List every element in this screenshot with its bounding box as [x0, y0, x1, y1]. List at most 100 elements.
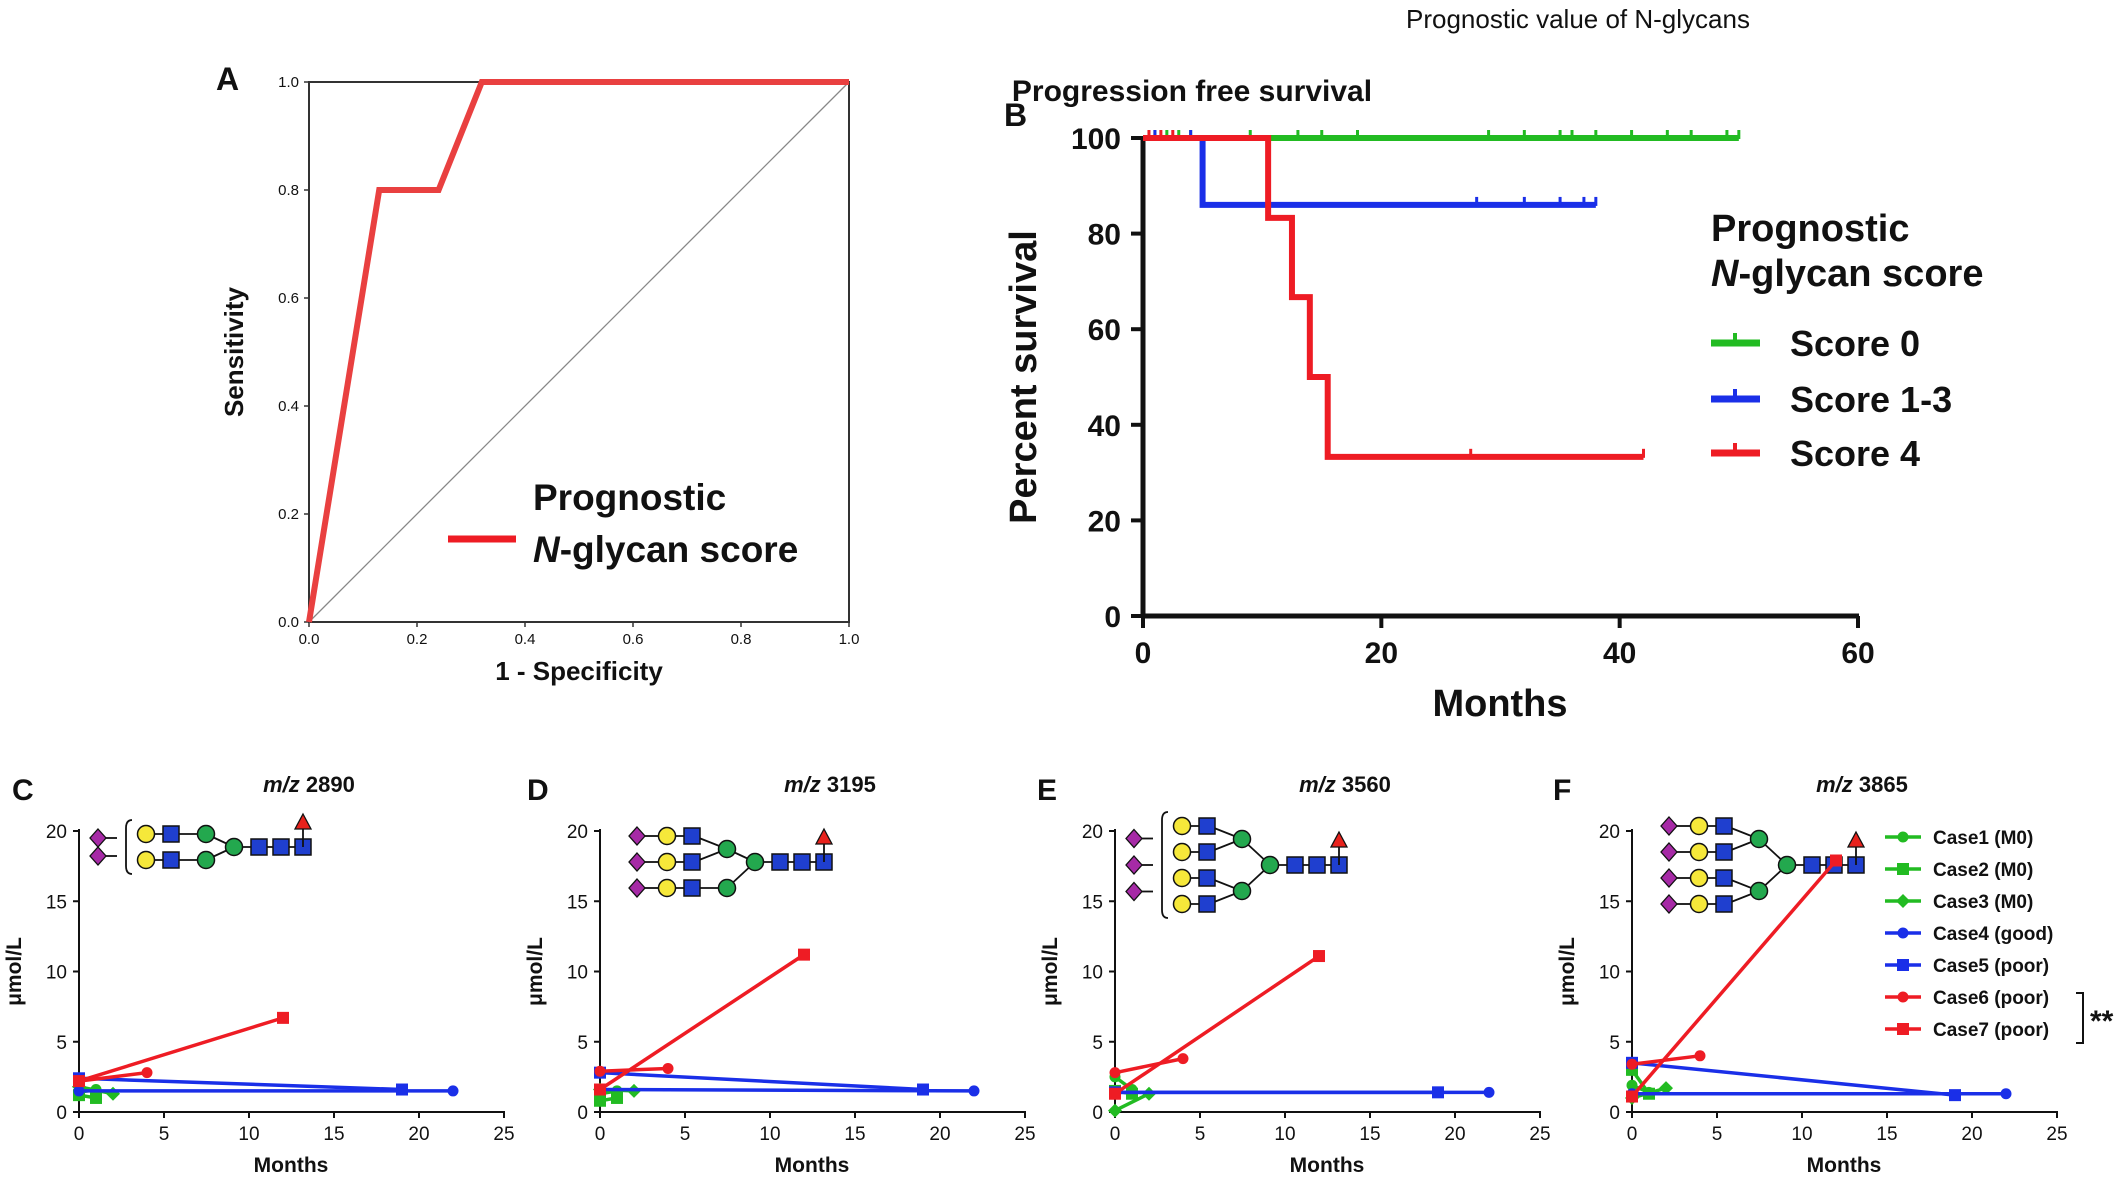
panel-x-tick-label: 10	[759, 1124, 780, 1145]
sialic-acid-diamond-icon	[1125, 828, 1143, 849]
survival-y-tick-label: 60	[1088, 314, 1121, 347]
case-line	[599, 953, 805, 1091]
survival-legend: Score 0 Score 1-3 Score 4	[1711, 323, 1952, 474]
galactose-circle-icon	[657, 878, 677, 898]
data-point-circle	[1109, 1067, 1121, 1079]
data-point-circle	[2000, 1088, 2012, 1100]
glcnac-square-icon	[683, 879, 701, 897]
glcnac-square-icon	[1286, 856, 1304, 874]
data-point-diamond	[1896, 894, 1910, 908]
panel-y-axis-label: μmol/L	[524, 937, 547, 1006]
survival-y-tick-label: 100	[1071, 123, 1121, 156]
panel-c-chart: m/z 2890 0 5 10 15 20 25 0 5 10 15 20 Months μmol/L	[3, 772, 515, 1177]
roc-y-axis-label: Sensitivity	[219, 286, 249, 417]
case-legend: Case1 (M0) Case2 (M0) Case3 (M0) Case4 (goo…	[1885, 828, 2114, 1044]
panel-y-tick-label: 15	[46, 892, 67, 913]
glycan-structure-icon	[1125, 811, 1349, 919]
fucose-triangle-icon	[814, 827, 834, 845]
glcnac-square-icon	[1198, 869, 1216, 887]
glcnac-square-icon	[162, 825, 180, 843]
significance-label: **	[2090, 1005, 2114, 1038]
galactose-circle-icon	[657, 826, 677, 846]
case-legend-label: Case7 (poor)	[1933, 1020, 2049, 1041]
sialic-acid-diamond-icon	[628, 826, 646, 846]
roc-x-tick-label: 0.4	[515, 631, 536, 648]
mannose-circle-icon	[717, 839, 737, 859]
mannose-circle-icon	[1232, 881, 1252, 901]
data-point-square	[798, 948, 810, 961]
mannose-circle-icon	[1260, 855, 1280, 875]
data-point-circle	[1177, 1053, 1189, 1065]
data-point-square	[594, 1094, 606, 1107]
glcnac-square-icon	[683, 853, 701, 871]
survival-chart-title: Progression free survival	[1012, 75, 1372, 108]
survival-legend-title-line1: Prognostic	[1711, 208, 1909, 250]
glcnac-square-icon	[1715, 843, 1733, 861]
glcnac-square-icon	[272, 838, 290, 856]
roc-curve	[306, 79, 849, 623]
sialic-acid-diamond-icon	[1660, 894, 1678, 914]
panel-e-chart: m/z 3560 0 5 10 15 20 25 0 5 10 15 20 Months μmol/L	[1039, 772, 1551, 1177]
roc-x-axis-label: 1 - Specificity	[495, 656, 663, 686]
panel-y-tick-label: 5	[577, 1033, 588, 1054]
survival-y-tick-label: 0	[1104, 601, 1121, 634]
data-point-square	[1432, 1086, 1444, 1099]
data-point-circle	[594, 1065, 606, 1077]
sialic-acid-diamond-icon	[1660, 816, 1678, 836]
panel-x-tick-label: 10	[238, 1124, 259, 1145]
mannose-circle-icon	[1232, 829, 1252, 849]
roc-y-tick-label: 0.2	[278, 506, 299, 523]
panel-label-b: B	[1004, 97, 1027, 133]
survival-chart: Progression free survival 0 20 40 60 0 20 40 60…	[1003, 75, 1983, 725]
case-line	[599, 1087, 975, 1093]
case-legend-label: Case6 (poor)	[1933, 988, 2049, 1009]
sialic-acid-diamond-icon	[1660, 842, 1678, 862]
data-point-circle	[1897, 927, 1909, 939]
panel-y-tick-label: 0	[577, 1103, 588, 1124]
panel-x-tick-label: 20	[929, 1124, 950, 1145]
data-point-square	[1313, 950, 1325, 963]
galactose-circle-icon	[136, 850, 156, 870]
survival-curves	[1143, 130, 1741, 460]
case-line	[1114, 1092, 1150, 1113]
panel-c-title: m/z 2890	[263, 772, 355, 797]
mannose-circle-icon	[196, 824, 216, 844]
galactose-circle-icon	[1172, 868, 1192, 888]
panel-x-tick-label: 0	[1110, 1124, 1121, 1145]
mannose-circle-icon	[224, 837, 244, 857]
galactose-circle-icon	[1689, 816, 1709, 836]
panel-x-tick-label: 15	[323, 1124, 344, 1145]
glcnac-square-icon	[1308, 856, 1326, 874]
panel-y-tick-label: 10	[1599, 963, 1620, 984]
panel-y-tick-label: 5	[1609, 1033, 1620, 1054]
glcnac-square-icon	[1715, 817, 1733, 835]
roc-y-tick-label: 1.0	[278, 74, 299, 91]
mannose-circle-icon	[1749, 881, 1769, 901]
survival-curve-red	[1143, 135, 1644, 460]
panel-label-a: A	[216, 61, 239, 97]
case-line	[599, 1066, 669, 1074]
panel-y-tick-label: 15	[1599, 892, 1620, 913]
galactose-circle-icon	[657, 852, 677, 872]
survival-y-tick-label: 80	[1088, 219, 1121, 252]
case-line	[78, 1016, 284, 1083]
panel-d-title: m/z 3195	[784, 772, 876, 797]
data-point-square	[1626, 1090, 1638, 1103]
data-point-square	[73, 1075, 85, 1088]
panel-label-c: C	[12, 774, 34, 807]
sialic-acid-diamond-icon	[89, 828, 107, 848]
panel-x-tick-label: 20	[1444, 1124, 1465, 1145]
glcnac-square-icon	[771, 853, 789, 871]
data-point-circle	[1897, 991, 1909, 1003]
panel-label-d: D	[527, 774, 549, 807]
glcnac-square-icon	[250, 838, 268, 856]
panel-y-tick-label: 10	[46, 963, 67, 984]
panel-x-tick-label: 5	[1195, 1124, 1206, 1145]
panel-x-axis-label: Months	[254, 1154, 329, 1177]
data-point-square	[1109, 1087, 1121, 1100]
galactose-circle-icon	[1689, 868, 1709, 888]
case-line	[78, 1070, 148, 1083]
data-point-circle	[968, 1085, 980, 1097]
case-line	[1631, 1054, 1701, 1066]
